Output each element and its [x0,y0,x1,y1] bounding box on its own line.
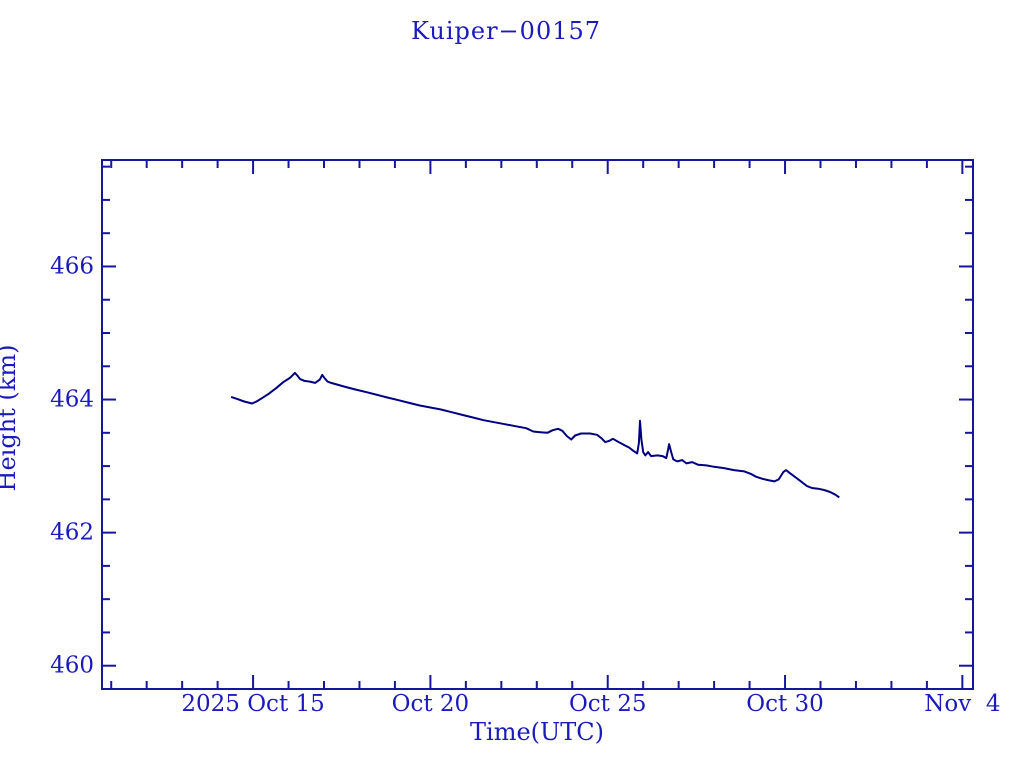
x-tick-label: 2025 Oct 15 [181,691,324,717]
y-tick-label: 464 [50,387,94,413]
plot-frame [101,159,974,690]
x-axis-label: Time(UTC) [470,718,604,746]
data-line-height [230,371,840,499]
x-tick-label: Nov 4 [924,691,1000,717]
y-axis-label: Height (km) [0,345,21,492]
axes-layer [101,159,974,690]
x-tick-label: Oct 30 [746,691,824,717]
y-tick-label: 466 [50,253,94,279]
tick-label-layer: 2025 Oct 15 Oct 20 Oct 25 Oct 30 Nov 4 466 464… [50,253,1000,717]
y-tick-label: 460 [50,653,94,679]
series-layer [230,371,840,499]
x-tick-label: Oct 20 [392,691,470,717]
x-tick-label: Oct 25 [569,691,647,717]
chart-title: Kuiper−00157 [411,17,601,45]
y-tick-label: 462 [50,520,94,546]
